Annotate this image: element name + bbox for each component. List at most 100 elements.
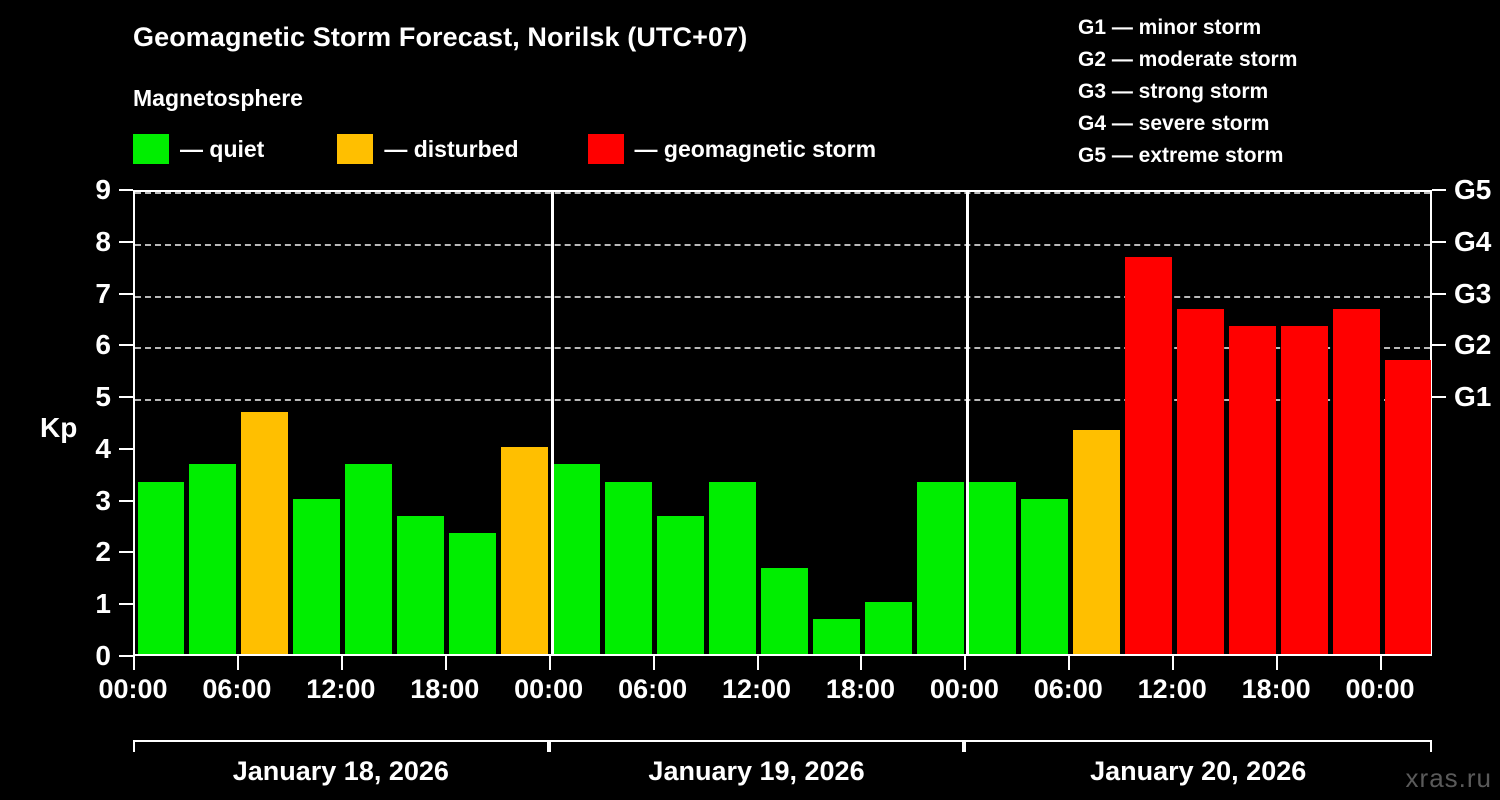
g-scale-line-g2: G2 — moderate storm: [1078, 48, 1298, 71]
x-axis-tick: [340, 656, 343, 670]
bar: [1020, 498, 1068, 654]
y-axis-tick-label: 5: [95, 381, 111, 413]
y-axis-tick: [119, 499, 133, 502]
bar: [345, 463, 393, 654]
bar: [1384, 360, 1432, 654]
day-bracket: [548, 740, 965, 752]
y-axis-tick-label: 6: [95, 329, 111, 361]
x-axis-tick-label: 18:00: [410, 674, 480, 704]
y-axis-tick: [119, 292, 133, 295]
orange-square-icon: [337, 134, 374, 164]
magnetosphere-label: Magnetosphere: [133, 85, 303, 111]
x-axis-tick-label: 00:00: [514, 674, 584, 704]
x-axis-tick: [1172, 656, 1175, 670]
gridline: [135, 192, 1430, 194]
x-axis-tick: [1276, 656, 1279, 670]
bar: [449, 533, 497, 654]
y-axis-tick-label: 7: [95, 277, 111, 309]
day-caption: January 18, 2026: [232, 756, 449, 786]
g-axis-tick-label: G4: [1454, 225, 1492, 257]
bar: [1280, 326, 1328, 654]
x-axis-tick: [860, 656, 863, 670]
x-axis-tick-label: 12:00: [1137, 674, 1207, 704]
bar: [241, 412, 289, 654]
y-axis-tick: [119, 396, 133, 399]
gridline: [135, 295, 1430, 298]
y-axis-left: 0 1 2 3 4 5 6 7 8 9: [0, 174, 133, 671]
y-axis-tick-label: 0: [95, 640, 111, 671]
legend-item-storm: — geomagnetic storm: [587, 134, 877, 164]
page-title: Geomagnetic Storm Forecast, Norilsk (UTC…: [133, 22, 748, 52]
legend: — quiet — disturbed — geomagnetic storm: [133, 134, 876, 164]
gridline: [135, 243, 1430, 246]
x-axis-tick: [444, 656, 447, 670]
bar: [657, 515, 705, 654]
bar: [1176, 308, 1224, 654]
bar: [397, 515, 445, 654]
x-axis-tick-label: 06:00: [202, 674, 272, 704]
x-axis-tick: [236, 656, 239, 670]
y-axis-tick: [119, 551, 133, 554]
bar: [1228, 326, 1276, 654]
x-axis-tick-label: 12:00: [721, 674, 792, 704]
bar: [1332, 308, 1380, 654]
x-axis-tick-label: 18:00: [825, 674, 895, 704]
day-caption: January 19, 2026: [648, 756, 865, 786]
y-axis-tick: [119, 603, 133, 606]
gridline: [135, 399, 1430, 402]
x-axis-tick-label: 06:00: [618, 674, 688, 704]
y-axis-tick: [119, 344, 133, 347]
day-brackets: January 18, 2026 January 19, 2026 January …: [133, 740, 1432, 796]
x-axis-tick: [1380, 656, 1383, 670]
bar: [761, 567, 808, 654]
g-axis-tick: [1432, 189, 1446, 191]
y-axis-tick-label: 4: [95, 432, 111, 464]
bar: [916, 481, 964, 654]
g-axis-tick-label: G2: [1454, 329, 1492, 361]
x-axis-tick: [756, 656, 759, 670]
x-axis-tick: [964, 656, 967, 670]
g-axis-tick: [1432, 396, 1446, 399]
green-square-icon: [133, 134, 169, 164]
x-axis-tick: [133, 656, 135, 670]
y-axis-tick-label: 8: [95, 225, 111, 257]
legend-label-storm: — geomagnetic storm: [634, 135, 877, 162]
watermark: xras.ru: [1405, 763, 1492, 793]
g-scale-line-g1: G1 — minor storm: [1078, 16, 1262, 39]
y-axis-tick-label: 1: [95, 588, 111, 620]
g-scale-line-g4: G4 — severe storm: [1078, 112, 1270, 135]
legend-item-disturbed: — disturbed: [337, 134, 519, 164]
g-axis-tick: [1432, 344, 1446, 347]
bar: [1124, 256, 1172, 654]
bar: [709, 481, 756, 654]
x-axis-tick-label: 00:00: [929, 674, 999, 704]
day-bracket: [964, 740, 1432, 752]
x-axis-tick-label: 12:00: [306, 674, 376, 704]
day-separator: [550, 192, 554, 654]
bar: [605, 481, 653, 654]
g-axis-tick: [1432, 292, 1446, 295]
day-caption: January 20, 2026: [1090, 756, 1307, 786]
bar-series: [135, 192, 1432, 654]
x-axis-tick-label: 00:00: [1345, 674, 1415, 704]
bar: [1072, 429, 1120, 654]
x-axis-tick-label: 00:00: [98, 674, 168, 704]
g-scale-line-g3: G3 — strong storm: [1078, 80, 1269, 103]
bar: [189, 463, 237, 654]
red-square-icon: [587, 134, 624, 164]
bar: [553, 463, 601, 654]
y-axis-tick: [119, 447, 133, 450]
bar: [137, 481, 185, 654]
bar: [293, 498, 341, 654]
x-axis-tick: [548, 656, 551, 670]
y-axis-title: Kp: [40, 412, 78, 443]
legend-label-disturbed: — disturbed: [384, 135, 519, 162]
y-axis-tick-label: 9: [95, 174, 111, 205]
legend-item-quiet: — quiet: [133, 134, 264, 164]
bar: [864, 602, 912, 654]
y-axis-tick: [119, 655, 133, 657]
x-axis-tick: [1068, 656, 1071, 670]
y-axis-right: G1 G2 G3 G4 G5: [1432, 174, 1500, 656]
g-axis-tick-label: G1: [1454, 381, 1492, 413]
